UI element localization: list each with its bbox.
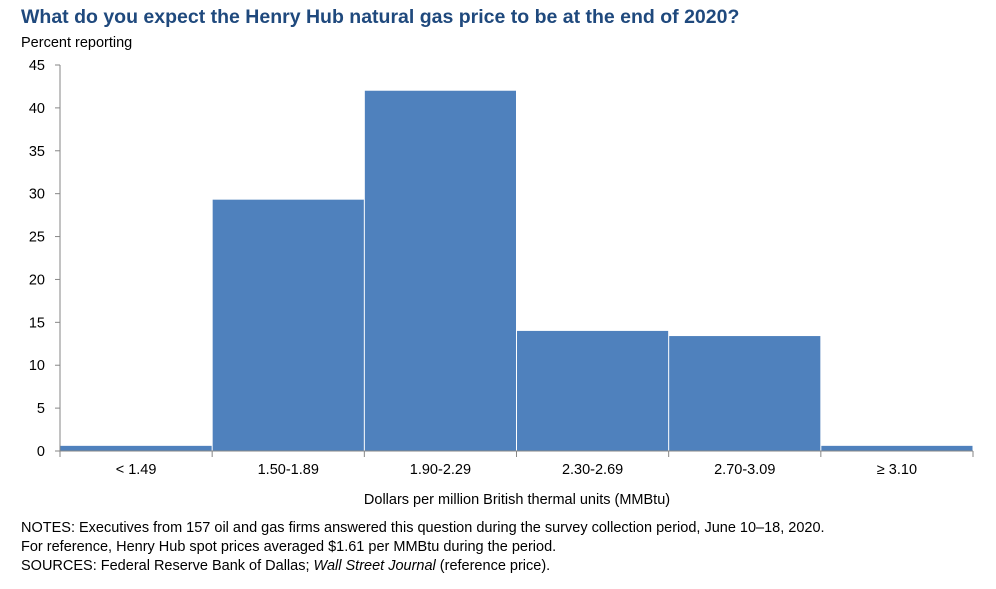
y-tick-label: 0 bbox=[37, 444, 45, 460]
notes-line: For reference, Henry Hub spot prices ave… bbox=[21, 539, 557, 555]
sources-suffix: (reference price). bbox=[435, 558, 551, 574]
axes-group bbox=[59, 65, 973, 452]
bar bbox=[212, 199, 364, 451]
bars-group bbox=[60, 90, 973, 451]
x-tick-label: 2.30-2.69 bbox=[562, 462, 623, 478]
y-tick-label: 10 bbox=[29, 358, 45, 374]
y-tick-label: 35 bbox=[29, 144, 45, 160]
x-tick-label: ≥ 3.10 bbox=[877, 462, 917, 478]
x-tick-label: 1.90-2.29 bbox=[410, 462, 471, 478]
y-tick-label: 25 bbox=[29, 230, 45, 246]
y-ticks-group: 0 5 10 15 20 25 30 35 40 45 bbox=[29, 58, 60, 460]
notes-block: NOTES: Executives from 157 oil and gas f… bbox=[21, 519, 825, 576]
y-tick-label: 15 bbox=[29, 315, 45, 331]
x-tick-label: 1.50-1.89 bbox=[258, 462, 319, 478]
sources-italic: Wall Street Journal bbox=[313, 558, 436, 574]
chart-title: What do you expect the Henry Hub natural… bbox=[21, 6, 740, 28]
x-tick-label: 2.70-3.09 bbox=[714, 462, 775, 478]
y-tick-label: 45 bbox=[29, 58, 45, 74]
bar bbox=[517, 330, 669, 451]
notes-line: NOTES: Executives from 157 oil and gas f… bbox=[21, 520, 825, 536]
x-axis-label: Dollars per million British thermal unit… bbox=[364, 492, 670, 508]
y-axis-unit-label: Percent reporting bbox=[21, 35, 133, 51]
bar bbox=[364, 90, 516, 451]
x-tick-label: < 1.49 bbox=[116, 462, 157, 478]
sources-line: SOURCES: Federal Reserve Bank of Dallas;… bbox=[21, 557, 825, 576]
y-tick-label: 40 bbox=[29, 101, 45, 117]
bar bbox=[821, 445, 973, 451]
x-ticks-group: < 1.49 1.50-1.89 1.90-2.29 2.30-2.69 2.70-3.… bbox=[59, 451, 974, 478]
bar bbox=[669, 336, 821, 451]
sources-prefix: SOURCES: Federal Reserve Bank of Dallas; bbox=[21, 558, 314, 574]
y-tick-label: 5 bbox=[37, 401, 45, 417]
histogram-chart: 0 5 10 15 20 25 30 35 40 45 < 1.49 1.50-1.89 1.90-2… bbox=[29, 58, 974, 508]
y-tick-label: 20 bbox=[29, 272, 45, 288]
y-tick-label: 30 bbox=[29, 187, 45, 203]
bar bbox=[60, 445, 212, 451]
